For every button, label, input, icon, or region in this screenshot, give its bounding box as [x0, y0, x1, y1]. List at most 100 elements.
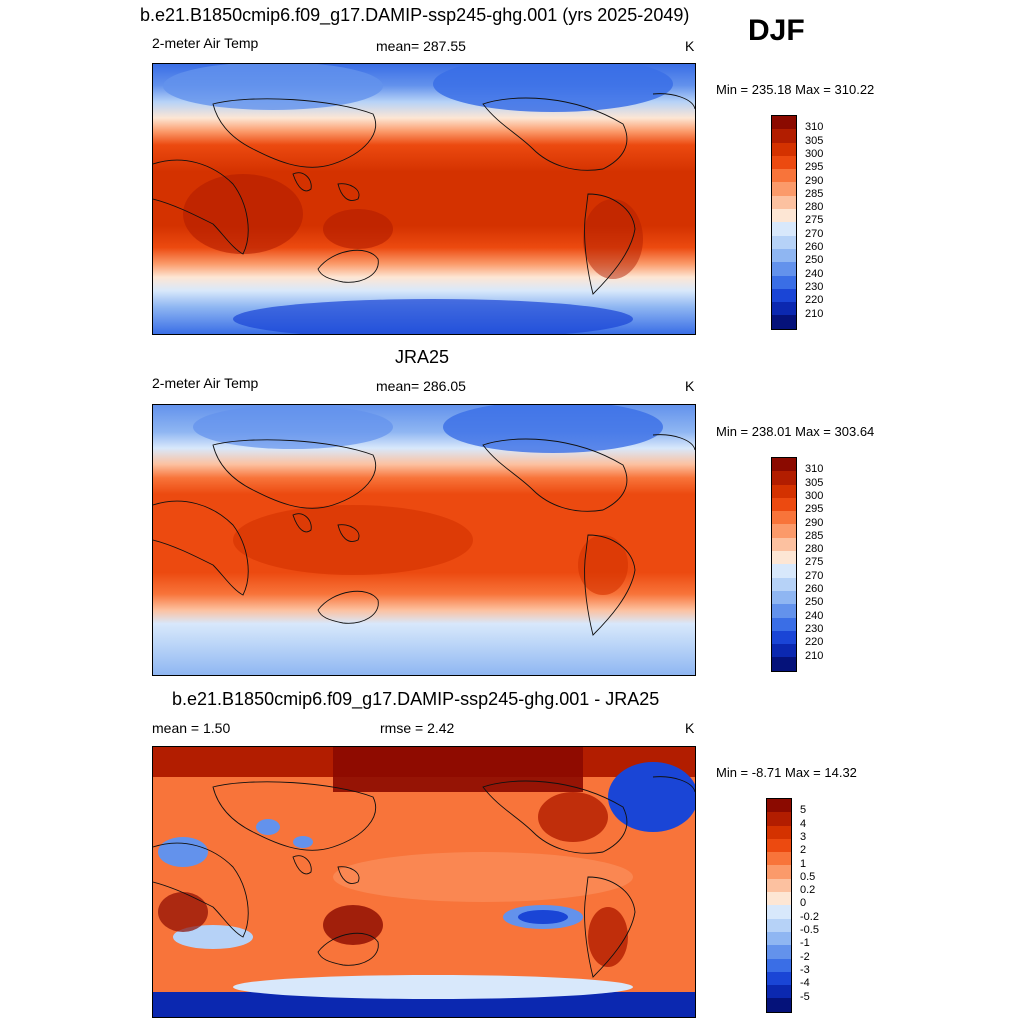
panel-2-map: [152, 404, 696, 676]
panel-3-colorbar-swatch: [767, 958, 791, 972]
panel-3-colorbar-swatch: [767, 892, 791, 906]
panel-2-colorbar-swatch: [772, 604, 796, 618]
panel-2-colorbar-swatch: [772, 511, 796, 525]
panel-2-colorbar-tick-label: 220: [805, 636, 824, 649]
panel-2-colorbar-swatch: [772, 497, 796, 512]
panel-3-colorbar-swatch: [767, 905, 791, 919]
panel-3-colorbar-tick-label: -0.5: [800, 924, 819, 936]
panel-3-colorbar-tick-label: 0: [800, 897, 807, 910]
panel-1-colorbar-tick-label: 310: [805, 121, 824, 134]
panel-2-colorbar-tick-label: 230: [805, 622, 824, 635]
panel-1-colorbar-swatch: [772, 315, 796, 329]
panel-3-colorbar-tick-label: -0.2: [800, 910, 819, 923]
panel-1-colorbar-tick-label: 290: [805, 174, 824, 187]
panel-1-colorbar-swatch: [772, 116, 796, 130]
panel-1-colorbar-tick-label: 305: [805, 134, 824, 147]
panel-3-map-graphic: [153, 747, 695, 1017]
panel-1-colorbar-swatch: [772, 222, 796, 236]
panel-3-colorbar-tick-label: 0.5: [800, 870, 816, 883]
panel-1-mean-label: mean= 287.55: [376, 38, 466, 54]
panel-1-colorbar-swatch: [772, 235, 796, 249]
panel-3-colorbar-swatch: [767, 865, 791, 879]
panel-2-colorbar-tick-label: 310: [805, 463, 824, 476]
panel-1-colorbar-swatch: [772, 142, 796, 156]
panel-3-colorbar-swatch: [767, 918, 791, 932]
panel-3-colorbar-tick-label: 0.2: [800, 884, 816, 897]
panel-2-colorbar-tick-label: 280: [805, 543, 824, 556]
panel-1-colorbar-swatch: [772, 209, 796, 223]
panel-3-map: [152, 746, 696, 1018]
panel-3-colorbar-swatch: [767, 878, 791, 893]
panel-1-colorbar-swatch: [772, 275, 796, 289]
panel-1-title: b.e21.B1850cmip6.f09_g17.DAMIP-ssp245-gh…: [140, 5, 690, 25]
panel-2-colorbar-swatch: [772, 590, 796, 605]
panel-2-colorbar-swatch: [772, 617, 796, 631]
panel-3-units: K: [685, 720, 695, 736]
panel-1-colorbar-tick-label: 220: [805, 294, 824, 307]
panel-3-colorbar-swatch: [767, 825, 791, 839]
panel-3-colorbar-swatches: [766, 798, 792, 1013]
panel-2-colorbar-swatch: [772, 524, 796, 538]
panel-1-colorbar-tick-label: 295: [805, 161, 824, 174]
panel-3-colorbar-tick-label: -2: [800, 950, 810, 963]
panel-1-colorbar-tick-label: 275: [805, 214, 824, 227]
panel-1-map: [152, 63, 696, 335]
panel-1-colorbar-swatch: [772, 302, 796, 316]
panel-2-mean-label: mean= 286.05: [376, 378, 466, 394]
panel-1-colorbar-swatch: [772, 182, 796, 196]
panel-3-colorbar-swatch: [767, 931, 791, 946]
panel-1-colorbar-tick-label: 260: [805, 241, 824, 253]
panel-2-colorbar-tick-label: 275: [805, 556, 824, 569]
panel-3-colorbar-swatch: [767, 852, 791, 866]
panel-1-colorbar-swatch: [772, 288, 796, 303]
panel-2-colorbar-swatches: [771, 457, 797, 672]
panel-1-colorbar-tick-label: 250: [805, 254, 824, 267]
panel-1-colorbar-swatch: [772, 129, 796, 143]
panel-3-colorbar-tick-label: -1: [800, 937, 810, 950]
panel-3-colorbar-swatch: [767, 998, 791, 1012]
panel-3-colorbar-swatch: [767, 799, 791, 813]
panel-3-colorbar-tick-label: 1: [800, 857, 807, 870]
panel-3-colorbar-tick-label: 4: [800, 817, 807, 830]
panel-3-colorbar-swatch: [767, 971, 791, 986]
panel-3-colorbar-tick-label: 2: [800, 844, 807, 857]
panel-2-colorbar-swatch: [772, 577, 796, 591]
panel-2-colorbar-tick-label: 285: [805, 529, 824, 542]
panel-2-colorbar-tick-label: 210: [805, 649, 824, 662]
panel-1-colorbar-swatch: [772, 169, 796, 183]
panel-1-units: K: [685, 38, 695, 54]
panel-3-colorbar-tick-label: -4: [800, 977, 810, 990]
panel-2-title: JRA25: [395, 347, 450, 367]
panel-1-colorbar-swatches: [771, 115, 797, 330]
panel-1-colorbar-tick-label: 270: [805, 227, 824, 240]
panel-2-colorbar-swatch: [772, 630, 796, 645]
panel-2-colorbar-swatch: [772, 564, 796, 578]
panel-1-variable-label: 2-meter Air Temp: [152, 35, 259, 51]
panel-3-title: b.e21.B1850cmip6.f09_g17.DAMIP-ssp245-gh…: [172, 689, 660, 709]
panel-3-mean-label: mean = 1.50: [152, 720, 231, 736]
panel-3-colorbar-swatch: [767, 812, 791, 826]
panel-3-colorbar-tick-label: -3: [800, 963, 810, 976]
panel-3-minmax: Min = -8.71 Max = 14.32: [716, 765, 857, 780]
panel-3-colorbar-tick-label: 3: [800, 830, 807, 843]
panel-2-colorbar-tick-label: 295: [805, 503, 824, 516]
panel-1-colorbar-tick-label: 240: [805, 267, 824, 280]
panel-1-minmax: Min = 235.18 Max = 310.22: [716, 82, 875, 97]
season-label: DJF: [748, 14, 805, 47]
panel-1-colorbar-tick-label: 210: [805, 307, 824, 320]
panel-2-units: K: [685, 378, 695, 394]
panel-2-colorbar-tick-label: 270: [805, 569, 824, 582]
panel-2-minmax: Min = 238.01 Max = 303.64: [716, 424, 875, 439]
panel-1-colorbar-swatch: [772, 248, 796, 263]
panel-2-map-graphic: [153, 405, 695, 675]
panel-2-colorbar-tick-label: 240: [805, 609, 824, 622]
panel-2-colorbar-tick-label: 300: [805, 489, 824, 502]
panel-1-colorbar-tick-label: 285: [805, 187, 824, 200]
panel-1-colorbar-tick-label: 280: [805, 201, 824, 214]
panel-3-rmse-label: rmse = 2.42: [380, 720, 455, 736]
panel-3-colorbar-tick-label: 5: [800, 804, 807, 817]
panel-1-colorbar-swatch: [772, 155, 796, 170]
panel-2-colorbar-tick-label: 290: [805, 516, 824, 529]
panel-2-colorbar-swatch: [772, 537, 796, 552]
